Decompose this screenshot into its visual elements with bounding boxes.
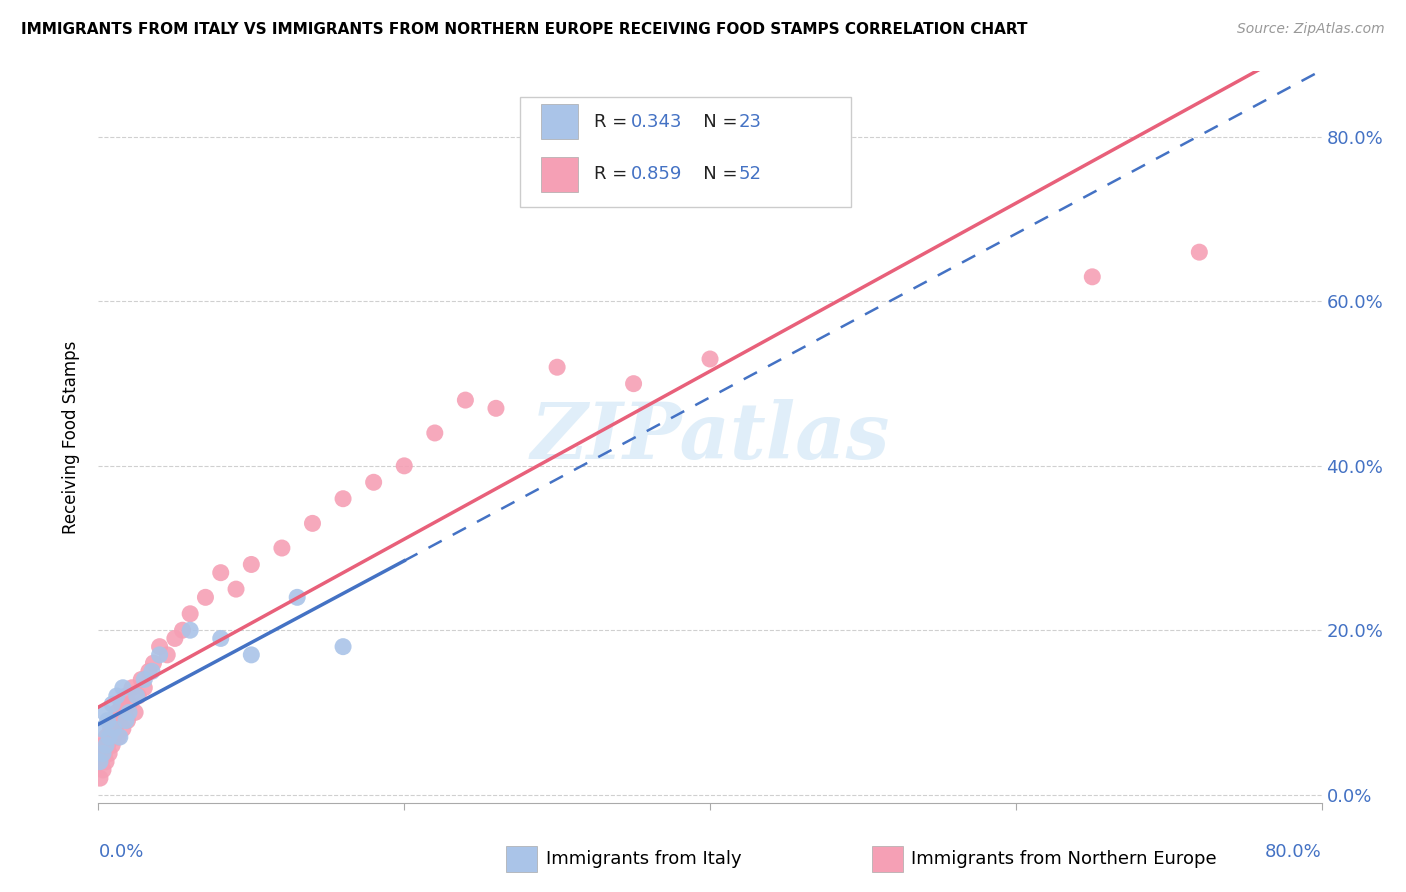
- Point: [94, 739, 117, 753]
- Point: [332, 491, 354, 506]
- Point: [108, 730, 131, 744]
- Text: Immigrants from Northern Europe: Immigrants from Northern Europe: [911, 850, 1216, 868]
- Bar: [541, 157, 578, 192]
- Point: [115, 689, 138, 703]
- Point: [129, 673, 152, 687]
- Point: [240, 648, 263, 662]
- Point: [134, 681, 156, 695]
- FancyBboxPatch shape: [520, 97, 851, 207]
- Point: [332, 640, 354, 654]
- Text: 80.0%: 80.0%: [1265, 843, 1322, 861]
- Point: [156, 648, 179, 662]
- Point: [103, 730, 125, 744]
- Text: N =: N =: [686, 112, 742, 131]
- Point: [90, 722, 112, 736]
- Point: [121, 681, 143, 695]
- Point: [423, 425, 446, 440]
- Point: [485, 401, 508, 416]
- Point: [285, 591, 308, 605]
- Point: [89, 755, 111, 769]
- Text: R =: R =: [593, 166, 633, 184]
- Point: [225, 582, 247, 596]
- Point: [363, 475, 385, 490]
- Point: [1081, 269, 1104, 284]
- Point: [115, 714, 138, 728]
- Point: [141, 665, 163, 679]
- Point: [98, 730, 121, 744]
- Text: 0.343: 0.343: [630, 112, 682, 131]
- Point: [97, 739, 120, 753]
- Point: [125, 689, 148, 703]
- Point: [91, 763, 114, 777]
- Text: ZIPatlas: ZIPatlas: [530, 399, 890, 475]
- Text: IMMIGRANTS FROM ITALY VS IMMIGRANTS FROM NORTHERN EUROPE RECEIVING FOOD STAMPS C: IMMIGRANTS FROM ITALY VS IMMIGRANTS FROM…: [21, 22, 1028, 37]
- Point: [103, 722, 125, 736]
- Point: [94, 730, 117, 744]
- Point: [104, 722, 127, 736]
- Point: [93, 706, 115, 720]
- Point: [93, 747, 115, 761]
- Point: [172, 624, 194, 638]
- Point: [101, 697, 124, 711]
- Point: [1188, 245, 1211, 260]
- Text: 0.859: 0.859: [630, 166, 682, 184]
- Point: [454, 393, 477, 408]
- Text: 0.0%: 0.0%: [98, 843, 143, 861]
- Point: [149, 648, 172, 662]
- Point: [699, 351, 721, 366]
- Text: 23: 23: [738, 112, 761, 131]
- Point: [546, 360, 568, 375]
- Point: [623, 376, 645, 391]
- Point: [179, 624, 201, 638]
- Point: [179, 607, 201, 621]
- Point: [105, 689, 128, 703]
- Point: [100, 722, 122, 736]
- Point: [112, 706, 135, 720]
- Point: [138, 665, 160, 679]
- Y-axis label: Receiving Food Stamps: Receiving Food Stamps: [62, 341, 80, 533]
- Point: [117, 714, 139, 728]
- Point: [108, 714, 131, 728]
- Point: [240, 558, 263, 572]
- Point: [107, 730, 129, 744]
- Point: [194, 591, 217, 605]
- Text: R =: R =: [593, 112, 633, 131]
- Point: [209, 632, 232, 646]
- Point: [89, 771, 111, 785]
- Point: [91, 747, 114, 761]
- Point: [94, 755, 117, 769]
- Point: [149, 640, 172, 654]
- Point: [111, 681, 134, 695]
- Text: Source: ZipAtlas.com: Source: ZipAtlas.com: [1237, 22, 1385, 37]
- Point: [392, 458, 416, 473]
- Text: Immigrants from Italy: Immigrants from Italy: [546, 850, 741, 868]
- Point: [209, 566, 232, 580]
- Bar: [541, 104, 578, 139]
- Point: [111, 722, 134, 736]
- Point: [301, 516, 323, 531]
- Point: [134, 673, 156, 687]
- Point: [103, 714, 125, 728]
- Point: [270, 541, 292, 555]
- Point: [118, 697, 141, 711]
- Point: [97, 714, 120, 728]
- Point: [98, 747, 121, 761]
- Point: [163, 632, 186, 646]
- Point: [110, 697, 132, 711]
- Point: [101, 739, 124, 753]
- Text: 52: 52: [738, 166, 761, 184]
- Point: [105, 706, 128, 720]
- Point: [90, 755, 112, 769]
- Point: [118, 706, 141, 720]
- Point: [124, 706, 146, 720]
- Point: [127, 689, 149, 703]
- Text: N =: N =: [686, 166, 742, 184]
- Point: [91, 739, 114, 753]
- Point: [142, 656, 165, 670]
